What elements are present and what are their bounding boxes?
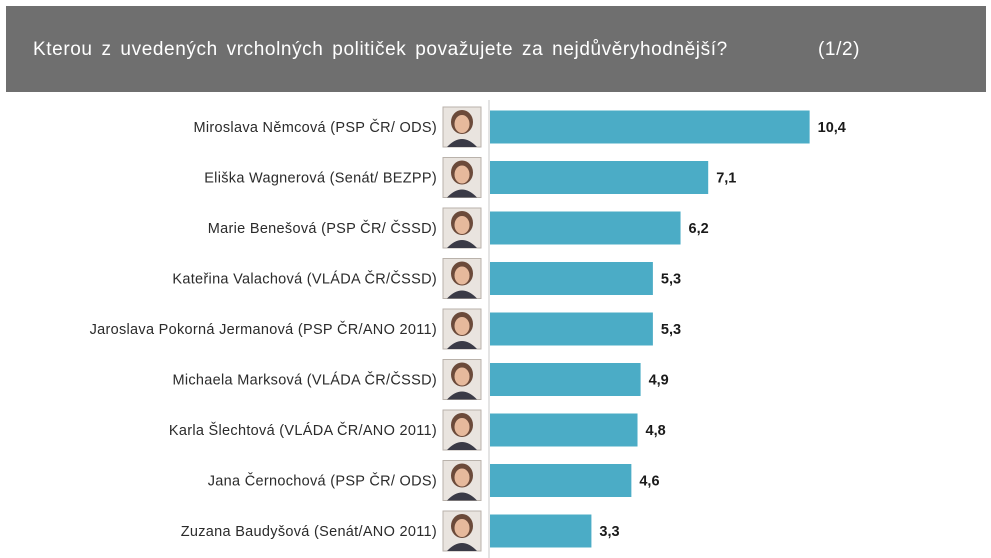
bar <box>490 110 810 144</box>
category-label: Karla Šlechtová (VLÁDA ČR/ANO 2011) <box>169 422 437 439</box>
category-label: Jaroslava Pokorná Jermanová (PSP ČR/ANO … <box>90 321 437 338</box>
portrait-photo-icon <box>442 460 482 501</box>
bar <box>490 262 653 295</box>
value-label: 4,9 <box>649 373 669 389</box>
chart-title: Kterou z uvedených vrcholných političek … <box>33 39 728 60</box>
bar <box>490 413 638 447</box>
bar <box>490 464 632 497</box>
category-label: Zuzana Baudyšová (Senát/ANO 2011) <box>181 524 437 540</box>
value-label: 7,1 <box>716 171 736 187</box>
portrait-photo-icon <box>442 258 482 299</box>
portrait-photo-icon <box>442 308 482 350</box>
category-label: Jana Černochová (PSP ČR/ ODS) <box>208 473 437 490</box>
portrait-photo-icon <box>442 157 482 198</box>
portrait-photo-icon <box>442 207 482 249</box>
bar <box>490 312 653 346</box>
category-label: Michaela Marksová (VLÁDA ČR/ČSSD) <box>172 372 437 389</box>
bar <box>490 161 709 194</box>
portrait-photo-icon <box>442 510 482 552</box>
chart-header: Kterou z uvedených vrcholných političek … <box>6 6 986 92</box>
value-label: 10,4 <box>818 120 846 136</box>
page-indicator: (1/2) <box>818 39 861 60</box>
value-label: 3,3 <box>599 524 619 540</box>
value-label: 4,8 <box>646 423 666 439</box>
value-label: 6,2 <box>689 221 709 237</box>
bar <box>490 514 592 548</box>
value-label: 4,6 <box>639 474 659 490</box>
value-label: 5,3 <box>661 272 681 288</box>
category-label: Kateřina Valachová (VLÁDA ČR/ČSSD) <box>172 271 437 288</box>
category-label: Miroslava Němcová (PSP ČR/ ODS) <box>193 119 437 136</box>
value-label: 5,3 <box>661 322 681 338</box>
category-label: Eliška Wagnerová (Senát/ BEZPP) <box>204 171 437 187</box>
bar <box>490 363 641 396</box>
portrait-photo-icon <box>442 359 482 400</box>
portrait-photo-icon <box>442 106 482 148</box>
portrait-photo-icon <box>442 409 482 451</box>
category-label: Marie Benešová (PSP ČR/ ČSSD) <box>208 220 437 237</box>
bar <box>490 211 681 245</box>
